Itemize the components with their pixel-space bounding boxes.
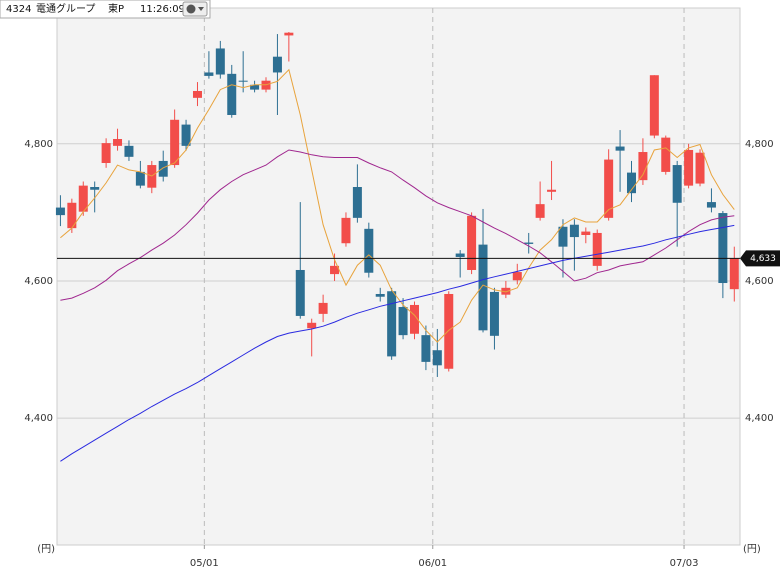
x-tick-label: 06/01 bbox=[418, 558, 447, 569]
candle-body bbox=[181, 124, 191, 146]
candle-body bbox=[569, 224, 579, 238]
y-tick-label: 4,400 bbox=[24, 413, 53, 424]
candle-body bbox=[512, 272, 522, 281]
candle-body bbox=[626, 172, 636, 194]
candle-body bbox=[227, 73, 237, 115]
info-icon bbox=[186, 4, 196, 14]
y-tick-label-right: 4,600 bbox=[745, 276, 774, 287]
y-tick-label: 4,600 bbox=[24, 276, 53, 287]
candle-body bbox=[170, 119, 180, 166]
candle-body bbox=[215, 48, 225, 75]
plot-area bbox=[56, 7, 741, 546]
y-tick-label: 4,800 bbox=[24, 139, 53, 150]
candle-body bbox=[672, 165, 682, 203]
candle-body bbox=[135, 171, 145, 186]
candle-body bbox=[341, 217, 351, 244]
y-tick-label-right: 4,800 bbox=[745, 139, 774, 150]
candle-body bbox=[272, 56, 282, 73]
dropdown-icon bbox=[198, 7, 204, 11]
candle-body bbox=[398, 307, 408, 336]
candle-body bbox=[124, 145, 134, 157]
candle-body bbox=[250, 84, 260, 90]
candle-body bbox=[90, 187, 100, 190]
candle-body bbox=[524, 242, 534, 244]
unit-label: (円) bbox=[37, 544, 55, 555]
candle-body bbox=[284, 32, 294, 36]
candle-body bbox=[192, 90, 202, 98]
candle-body bbox=[478, 244, 488, 331]
candle-body bbox=[592, 232, 602, 266]
header: 4324 電通グループ 東P 11:26:09 bbox=[0, 0, 211, 19]
x-tick-label: 05/01 bbox=[190, 558, 219, 569]
candle-body bbox=[330, 265, 340, 275]
candle-body bbox=[558, 226, 568, 247]
market: 東P bbox=[108, 2, 124, 15]
candle-body bbox=[638, 152, 648, 181]
candle-body bbox=[295, 269, 305, 316]
candle-body bbox=[432, 350, 442, 366]
candle-body bbox=[67, 202, 77, 229]
candle-body bbox=[718, 213, 728, 284]
candle-body bbox=[581, 231, 591, 236]
candle-body bbox=[409, 304, 419, 334]
header-box bbox=[0, 0, 211, 19]
candle-body bbox=[318, 302, 328, 314]
candle-body bbox=[158, 160, 168, 177]
candle-body bbox=[444, 293, 454, 369]
candle-body bbox=[661, 137, 671, 172]
stock-name: 電通グループ bbox=[36, 2, 95, 15]
candle-body bbox=[489, 291, 499, 336]
moving-average-line bbox=[60, 224, 735, 462]
candle-body bbox=[684, 149, 694, 186]
candle-body bbox=[421, 335, 431, 362]
candle-body bbox=[375, 293, 385, 297]
stock-code: 4324 bbox=[6, 4, 31, 15]
candle-body bbox=[352, 187, 362, 218]
candle-body bbox=[695, 152, 705, 184]
time: 11:26:09 bbox=[140, 4, 185, 15]
candle-body bbox=[113, 138, 123, 146]
candle-body bbox=[706, 202, 716, 208]
candle-body bbox=[729, 258, 739, 290]
current-price-label: 4,633 bbox=[750, 254, 776, 264]
candle-body bbox=[307, 322, 317, 329]
candle-body bbox=[387, 291, 397, 357]
unit-label-right: (円) bbox=[743, 544, 761, 555]
moving-average-line bbox=[60, 149, 735, 301]
candle-body bbox=[204, 72, 214, 76]
candle-body bbox=[364, 228, 374, 273]
candle-body bbox=[547, 189, 557, 192]
candle-body bbox=[615, 146, 625, 151]
candle-body bbox=[467, 215, 477, 270]
candle-body bbox=[501, 287, 511, 295]
candle-body bbox=[55, 207, 65, 216]
current-price-tag bbox=[740, 250, 780, 267]
candle-body bbox=[649, 75, 659, 136]
y-tick-label-right: 4,400 bbox=[745, 413, 774, 424]
candle-body bbox=[78, 185, 88, 212]
candle-body bbox=[455, 253, 465, 257]
candle-body bbox=[101, 143, 111, 163]
x-tick-label: 07/03 bbox=[670, 558, 699, 569]
candle-body bbox=[604, 159, 614, 218]
candle-body bbox=[238, 80, 248, 82]
moving-average-line bbox=[60, 68, 735, 343]
candle-body bbox=[535, 204, 545, 218]
